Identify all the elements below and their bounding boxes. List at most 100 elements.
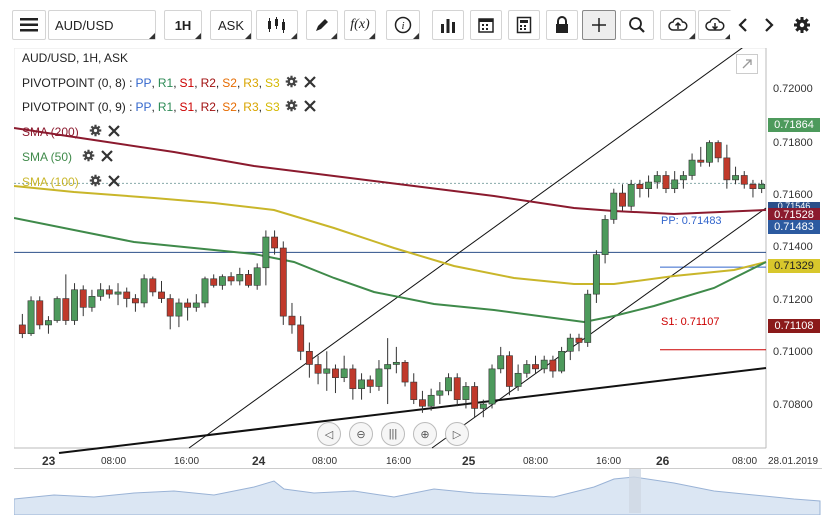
candle [349,364,357,400]
candle [723,144,731,189]
candle [584,289,592,347]
settings-gear-icon[interactable] [285,75,298,91]
candle [601,215,609,264]
candle-body [131,298,139,304]
symbol-select[interactable]: AUD/USD [48,10,156,40]
download-icon[interactable] [698,10,732,40]
candle [566,333,574,361]
dropdown-corner-icon [725,33,731,39]
trendlines [58,48,767,454]
y-tick: 0.71800 [773,137,813,149]
y-tick: 0.71400 [773,241,813,253]
prev-icon[interactable] [730,10,756,40]
candle-body [619,192,626,207]
info-icon[interactable]: i [386,10,420,40]
settings-gear-icon[interactable] [89,174,102,190]
gear-icon[interactable] [788,10,816,40]
y-tick: 0.72000 [773,83,813,95]
candle-body [419,399,426,407]
dropdown-corner-icon [413,33,419,39]
sma-legend-200: SMA (200) [22,124,120,140]
zoom-in-icon[interactable]: ⊕ [413,422,437,446]
pivot-legend-label: PIVOTPOINT (0, 8) [22,76,126,90]
zoom-out-icon[interactable]: ⊖ [349,422,373,446]
candle [732,166,739,185]
candles-icon[interactable] [256,10,298,40]
channel-lower-line [431,207,767,449]
candle [192,294,200,312]
candle-body [575,337,583,343]
hamburger-icon[interactable] [12,10,46,40]
candle-body [227,276,235,282]
chart-area[interactable]: AUD/USD, 1H, ASK PIVOTPOINT (0, 8) : PP,… [14,48,822,514]
candle-body [584,293,592,343]
timeframe-select[interactable]: 1H [164,10,202,40]
reset-view-icon[interactable]: ||| [381,422,405,446]
lock-icon[interactable] [546,10,578,40]
candle [619,184,626,211]
price-chart[interactable] [14,48,822,514]
upload-icon[interactable] [660,10,696,40]
navigator[interactable] [13,468,822,516]
x-tick: 16:00 [386,456,412,467]
candle-body [723,157,731,181]
remove-close-icon[interactable] [107,174,120,190]
pen-icon[interactable] [306,10,338,40]
candle [697,146,705,167]
candle [62,274,70,325]
remove-close-icon[interactable] [107,124,120,140]
symbol-label: AUD/USD [55,17,114,33]
settings-gear-icon[interactable] [82,149,95,165]
remove-close-icon[interactable] [303,99,316,115]
candle-body [166,298,174,317]
grid [14,48,767,449]
candle [610,188,618,224]
crosshair-icon[interactable] [582,10,616,40]
candle-body [462,386,470,400]
candle-body [688,159,696,176]
candle-body [714,142,722,159]
candle-body [271,236,279,249]
candle [410,373,418,405]
calculator-icon[interactable] [508,10,540,40]
calendar-icon[interactable] [470,10,502,40]
settings-gear-icon[interactable] [89,124,102,140]
current-price-label: 0.71864 [768,118,820,132]
candle-body [671,179,679,189]
y-tick: 0.71600 [773,189,813,201]
x-tick: 08:00 [523,456,549,467]
candle [253,263,261,290]
candle [575,333,583,352]
fx-icon[interactable]: f(x) [344,10,376,40]
scroll-right-icon[interactable]: ▷ [445,422,469,446]
candle [479,399,487,418]
remove-close-icon[interactable] [101,149,113,165]
dropdown-corner-icon [245,33,251,39]
dropdown-corner-icon [369,33,375,39]
pivot-level-r3: R3 [243,100,259,114]
date-label: 28.01.2019 [768,456,819,467]
candle [401,360,409,387]
candle-body [697,159,705,163]
candle [514,364,522,391]
expand-icon[interactable] [736,54,758,74]
dropdown-corner-icon [689,33,695,39]
candle [166,294,174,330]
candle [279,241,287,325]
pivot-level-pp: PP [135,76,152,90]
candle-body [201,278,209,304]
candle-body [288,315,296,326]
settings-gear-icon[interactable] [285,99,298,115]
next-icon[interactable] [756,10,782,40]
zoom-search-icon[interactable] [620,10,654,40]
x-tick: 24 [252,454,266,468]
indicators-icon[interactable] [432,10,464,40]
remove-close-icon[interactable] [303,75,316,91]
sma100-price-label: 0.71329 [768,259,820,273]
price-type-select[interactable]: ASK [210,10,252,40]
candle-body [758,183,766,189]
candle-body [62,298,70,321]
pp-level-text: PP: 0.71483 [661,215,722,227]
scroll-left-icon[interactable]: ◁ [317,422,341,446]
candle [158,280,165,303]
